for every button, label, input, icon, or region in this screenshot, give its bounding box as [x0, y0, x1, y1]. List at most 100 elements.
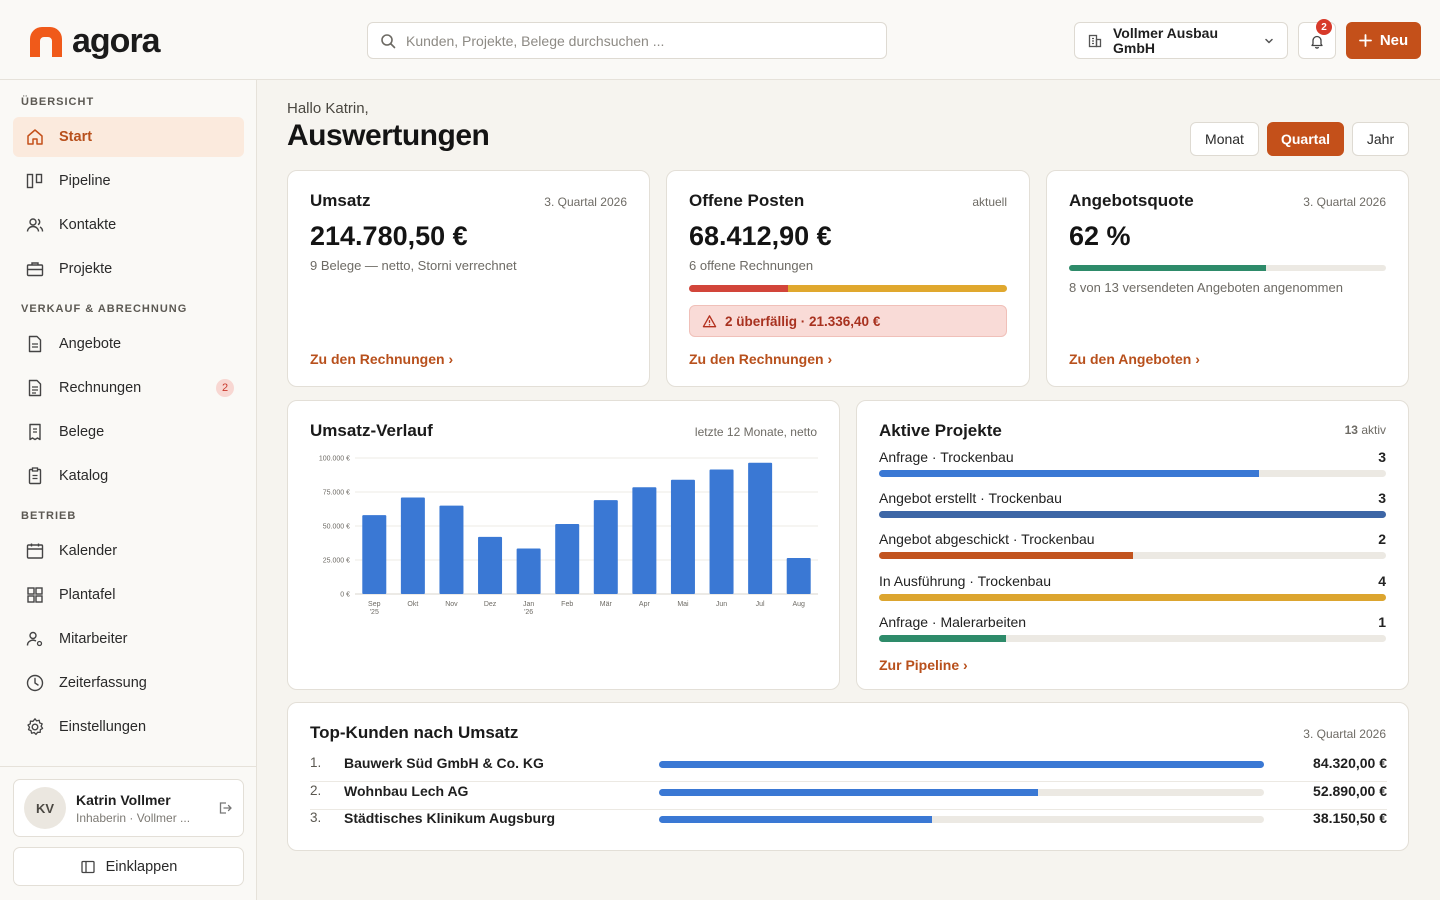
- customer-rank: 3.: [310, 810, 322, 825]
- search-input[interactable]: [406, 32, 846, 49]
- project-row[interactable]: Anfrage · Trockenbau 3: [879, 449, 1386, 483]
- chart-bar[interactable]: [555, 523, 580, 594]
- project-count: 3: [1378, 490, 1386, 506]
- active-projects-card: Aktive Projekte 1 3 aktiv Anfrage · Trock…: [856, 400, 1409, 690]
- customer-row[interactable]: 3. Städtisches Klinikum Augsburg 38.150,…: [310, 810, 1387, 837]
- project-row[interactable]: Angebot erstellt · Trockenbau 3: [879, 490, 1386, 524]
- chevron-down-icon: [1265, 38, 1273, 43]
- chart-bar[interactable]: [593, 500, 618, 594]
- sidebar-divider: [0, 766, 256, 767]
- x-tick-label: Apr: [639, 601, 651, 608]
- invoices-link[interactable]: Zu den Rechnungen ›: [310, 351, 454, 367]
- contacts-icon: [25, 215, 45, 235]
- customer-bar-fill: [659, 816, 933, 823]
- period-year-button[interactable]: Jahr: [1352, 122, 1409, 156]
- sidebar-item-angebote[interactable]: Angebote: [13, 324, 244, 364]
- project-count: 1: [1378, 614, 1386, 630]
- calendar-icon: [25, 541, 45, 561]
- overdue-alert[interactable]: 2 überfällig · 21.336,40 €: [689, 305, 1007, 337]
- logo[interactable]: agora: [30, 22, 161, 61]
- project-stage-label: Angebot abgeschickt · Trockenbau: [879, 531, 1095, 547]
- sidebar-item-start[interactable]: Start: [13, 117, 244, 157]
- kpi-value: 62 %: [1069, 221, 1131, 251]
- new-button[interactable]: Neu: [1346, 22, 1421, 59]
- sidebar-item-label: Pipeline: [59, 173, 111, 189]
- y-tick-label: 50.000 €: [323, 524, 350, 531]
- receipt-icon: [25, 422, 45, 442]
- top-customers-card: Top-Kunden nach Umsatz 3. Quartal 2026 1…: [287, 702, 1409, 851]
- chart-bar[interactable]: [786, 557, 811, 594]
- warning-icon: [702, 314, 717, 327]
- customer-bar: [659, 761, 1264, 768]
- sidebar-item-belege[interactable]: Belege: [13, 412, 244, 452]
- chart-bar[interactable]: [709, 469, 734, 594]
- chart-bar[interactable]: [670, 479, 695, 594]
- card-meta: 3. Quartal 2026: [544, 195, 627, 209]
- notifications-button[interactable]: 2: [1298, 19, 1336, 59]
- user-card[interactable]: KV Katrin Vollmer Inhaberin · Vollmer ..…: [13, 779, 244, 837]
- pipeline-link[interactable]: Zur Pipeline ›: [879, 657, 968, 673]
- chart-bar[interactable]: [516, 548, 541, 594]
- page-title: Auswertungen: [287, 119, 490, 152]
- sidebar-item-pipeline[interactable]: Pipeline: [13, 161, 244, 201]
- period-month-button[interactable]: Monat: [1190, 122, 1259, 156]
- sidebar-item-plantafel[interactable]: Plantafel: [13, 575, 244, 615]
- project-row[interactable]: Anfrage · Malerarbeiten 1: [879, 614, 1386, 648]
- y-tick-label: 75.000 €: [323, 490, 350, 497]
- greeting: Hallo Katrin,: [287, 100, 369, 117]
- user-role: Inhaberin · Vollmer ...: [76, 810, 191, 825]
- active-suffix: aktiv: [1357, 423, 1386, 437]
- sidebar-item-kontakte[interactable]: Kontakte: [13, 205, 244, 245]
- project-count: 3: [1378, 449, 1386, 465]
- customer-row[interactable]: 1. Bauwerk Süd GmbH & Co. KG 84.320,00 €: [310, 755, 1387, 782]
- sidebar-item-label: Rechnungen: [59, 380, 142, 396]
- plus-icon: [1358, 34, 1372, 47]
- chart-bar[interactable]: [632, 487, 657, 594]
- project-bar: [879, 635, 1386, 642]
- project-row[interactable]: In Ausführung · Trockenbau 4: [879, 573, 1386, 607]
- sidebar-item-kalender[interactable]: Kalender: [13, 531, 244, 571]
- card-meta: aktuell: [972, 195, 1007, 209]
- offers-link[interactable]: Zu den Angeboten ›: [1069, 351, 1200, 367]
- chart-bar[interactable]: [439, 505, 464, 594]
- section-title-operations: BETRIEB: [21, 510, 77, 522]
- invoices-link[interactable]: Zu den Rechnungen ›: [689, 351, 833, 367]
- quote-bar: [1069, 265, 1386, 271]
- project-bar-fill: [879, 594, 1386, 601]
- invoice-badge: 2: [216, 379, 234, 397]
- customer-row[interactable]: 2. Wohnbau Lech AG 52.890,00 €: [310, 783, 1387, 810]
- x-tick-label: '25: [370, 609, 379, 616]
- project-stage-label: Anfrage · Trockenbau: [879, 449, 1014, 465]
- chart-bar[interactable]: [400, 497, 425, 594]
- card-meta: 3. Quartal 2026: [1303, 195, 1386, 209]
- sidebar-item-katalog[interactable]: Katalog: [13, 456, 244, 496]
- sidebar-item-zeiterfassung[interactable]: Zeiterfassung: [13, 663, 244, 703]
- revenue-chart: 0 €25.000 €50.000 €75.000 €100.000 €Sep'…: [319, 456, 818, 616]
- sidebar-item-label: Plantafel: [59, 587, 116, 603]
- collapse-sidebar-button[interactable]: Einklappen: [13, 847, 244, 886]
- company-switcher[interactable]: Vollmer Ausbau GmbH: [1074, 22, 1288, 59]
- quote-bar-fill: [1069, 265, 1266, 271]
- sidebar-item-rechnungen[interactable]: Rechnungen 2: [13, 368, 244, 408]
- logo-text: agora: [72, 22, 161, 60]
- period-quarter-button[interactable]: Quartal: [1267, 122, 1344, 156]
- kpi-card-umsatz: Umsatz 3. Quartal 2026 214.780,50 € 9 Be…: [287, 170, 650, 387]
- sidebar-item-projekte[interactable]: Projekte: [13, 249, 244, 289]
- card-title: Umsatz: [310, 191, 371, 210]
- sidebar-item-mitarbeiter[interactable]: Mitarbeiter: [13, 619, 244, 659]
- sidebar-item-label: Start: [59, 129, 93, 145]
- card-title: Aktive Projekte: [879, 421, 1002, 440]
- logout-icon[interactable]: [217, 800, 233, 816]
- customer-bar: [659, 789, 1264, 796]
- project-row[interactable]: Angebot abgeschickt · Trockenbau 2: [879, 531, 1386, 565]
- revenue-chart-card: Umsatz-Verlauf letzte 12 Monate, netto 0…: [287, 400, 840, 690]
- chart-bar[interactable]: [478, 536, 503, 594]
- chart-bar[interactable]: [362, 515, 387, 594]
- kpi-subtitle: 8 von 13 versendeten Angeboten angenomme…: [1069, 280, 1343, 295]
- sidebar-item-einstellungen[interactable]: Einstellungen: [13, 707, 244, 747]
- project-bar-fill: [879, 552, 1133, 559]
- chart-bar[interactable]: [748, 462, 773, 594]
- project-bar: [879, 552, 1386, 559]
- y-tick-label: 25.000 €: [323, 558, 350, 565]
- x-tick-label: Mai: [677, 601, 689, 608]
